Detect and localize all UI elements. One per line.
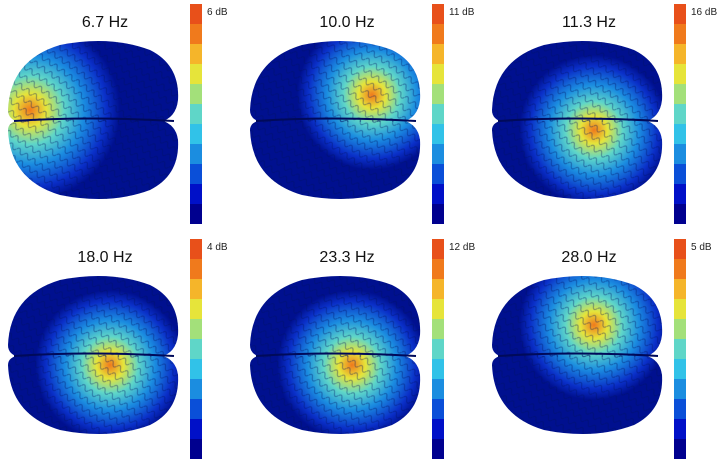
colorbar-max-label: 16 dB [691, 7, 718, 18]
colorbar [432, 4, 444, 224]
brain-surface-map [8, 41, 179, 199]
colorbar [674, 239, 686, 459]
frequency-title: 18.0 Hz [77, 249, 133, 266]
brain-surface-map [492, 276, 663, 434]
brain-surface-map [492, 41, 663, 199]
colorbar-max-label: 5 dB [691, 242, 712, 253]
colorbar-max-label: 11 dB [449, 7, 475, 18]
panel-3: 11.3 Hz 16 dB [484, 0, 725, 235]
frequency-title: 11.3 Hz [562, 14, 616, 31]
panel-1: 6.7 Hz 6 dB [0, 0, 241, 235]
brain-surface-map [250, 41, 421, 199]
colorbar [674, 4, 686, 224]
colorbar [432, 239, 444, 459]
brain-surface-map [8, 276, 179, 434]
colorbar-max-label: 12 dB [449, 242, 476, 253]
frequency-title: 6.7 Hz [81, 14, 129, 31]
colorbar [190, 4, 202, 224]
colorbar-max-label: 6 dB [207, 7, 228, 18]
frequency-title: 23.3 Hz [319, 249, 375, 266]
colorbar [190, 239, 202, 459]
brain-surface-map [250, 276, 421, 434]
colorbar-max-label: 4 dB [207, 242, 228, 253]
panel-5: 23.3 Hz 12 dB [242, 235, 483, 470]
panel-6: 28.0 Hz 5 dB [484, 235, 725, 470]
frequency-title: 10.0 Hz [319, 14, 375, 31]
panel-4: 18.0 Hz 4 dB [0, 235, 241, 470]
panel-2: 10.0 Hz 11 dB [242, 0, 483, 235]
frequency-title: 28.0 Hz [561, 249, 617, 266]
